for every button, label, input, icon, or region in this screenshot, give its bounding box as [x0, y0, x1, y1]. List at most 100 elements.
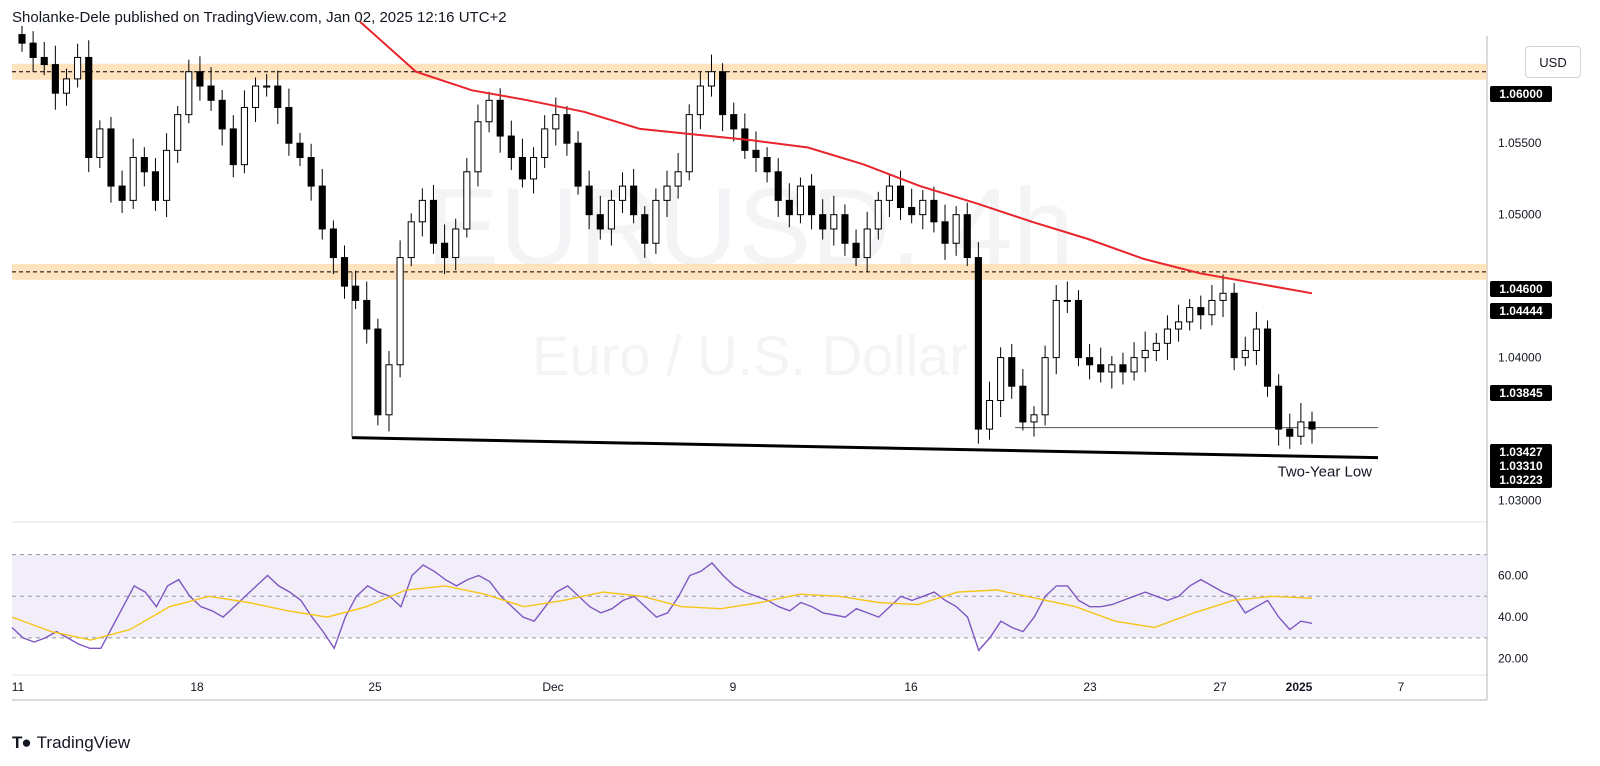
- candle[interactable]: [196, 71, 204, 87]
- candle[interactable]: [541, 128, 549, 158]
- candle[interactable]: [418, 199, 426, 223]
- candle[interactable]: [985, 400, 994, 430]
- candle[interactable]: [285, 106, 293, 144]
- candle[interactable]: [819, 214, 827, 230]
- candle[interactable]: [885, 185, 893, 201]
- candle[interactable]: [1252, 328, 1260, 351]
- candle[interactable]: [96, 128, 104, 158]
- price-tag[interactable]: [1490, 472, 1552, 488]
- candle[interactable]: [1219, 292, 1227, 301]
- price-tag[interactable]: [1490, 444, 1552, 460]
- candle[interactable]: [685, 114, 693, 173]
- candle[interactable]: [1275, 385, 1283, 430]
- candle[interactable]: [607, 199, 615, 230]
- candle[interactable]: [107, 128, 115, 187]
- candle[interactable]: [663, 185, 671, 201]
- candle[interactable]: [518, 157, 526, 180]
- candle[interactable]: [340, 257, 349, 287]
- candle[interactable]: [163, 149, 171, 201]
- candle[interactable]: [774, 171, 782, 201]
- candle[interactable]: [785, 199, 793, 216]
- candle[interactable]: [1119, 364, 1127, 373]
- candle[interactable]: [485, 99, 493, 123]
- candle[interactable]: [1130, 357, 1138, 373]
- candle[interactable]: [1197, 307, 1205, 316]
- candle[interactable]: [1286, 428, 1294, 437]
- candle[interactable]: [1019, 385, 1027, 423]
- candle[interactable]: [974, 257, 982, 430]
- price-tag[interactable]: [1490, 303, 1552, 319]
- candle[interactable]: [496, 99, 504, 137]
- price-tag[interactable]: [1490, 86, 1552, 102]
- candle[interactable]: [574, 142, 582, 187]
- candle[interactable]: [707, 71, 716, 87]
- candle[interactable]: [1297, 421, 1305, 437]
- candle[interactable]: [641, 214, 649, 244]
- candle[interactable]: [407, 221, 415, 259]
- candle[interactable]: [51, 64, 59, 94]
- candle[interactable]: [1030, 414, 1038, 423]
- candle[interactable]: [796, 185, 805, 216]
- candle[interactable]: [1163, 328, 1171, 344]
- candle[interactable]: [1186, 307, 1194, 323]
- candle[interactable]: [552, 114, 560, 130]
- candle[interactable]: [174, 114, 182, 151]
- candle[interactable]: [40, 56, 48, 66]
- candle[interactable]: [841, 214, 849, 244]
- rsi-ma-line[interactable]: [11, 585, 1313, 641]
- candle[interactable]: [151, 171, 160, 201]
- candle[interactable]: [1208, 299, 1216, 316]
- candle[interactable]: [441, 242, 449, 259]
- candle[interactable]: [229, 128, 237, 166]
- candle[interactable]: [396, 257, 404, 366]
- candle[interactable]: [374, 328, 382, 416]
- tradingview-logo[interactable]: T● TradingView: [12, 733, 130, 753]
- candle[interactable]: [1241, 349, 1249, 359]
- candle[interactable]: [185, 71, 193, 116]
- price-tag[interactable]: [1490, 458, 1552, 474]
- candle[interactable]: [474, 121, 482, 173]
- candle[interactable]: [1052, 299, 1060, 359]
- candle[interactable]: [730, 114, 738, 130]
- candle[interactable]: [1152, 342, 1160, 351]
- candle[interactable]: [1041, 357, 1049, 416]
- candle[interactable]: [863, 228, 871, 259]
- candle[interactable]: [85, 56, 93, 158]
- candle[interactable]: [129, 157, 137, 201]
- candle[interactable]: [296, 142, 304, 159]
- candle[interactable]: [952, 214, 960, 244]
- candle[interactable]: [452, 228, 460, 259]
- candle[interactable]: [1097, 364, 1105, 373]
- candle[interactable]: [1108, 364, 1116, 373]
- price-tag[interactable]: [1490, 281, 1552, 297]
- price-tag[interactable]: [1490, 385, 1552, 401]
- candle[interactable]: [74, 56, 82, 80]
- candle[interactable]: [563, 114, 571, 144]
- candle[interactable]: [18, 34, 26, 44]
- candle[interactable]: [630, 185, 638, 216]
- currency-button[interactable]: USD: [1525, 46, 1581, 78]
- candle[interactable]: [352, 285, 360, 301]
- candle[interactable]: [463, 171, 471, 230]
- candle[interactable]: [62, 78, 71, 94]
- candle[interactable]: [263, 85, 271, 88]
- candle[interactable]: [941, 221, 949, 244]
- candle[interactable]: [1008, 357, 1016, 387]
- candle[interactable]: [385, 364, 393, 416]
- candle[interactable]: [240, 106, 248, 166]
- candle[interactable]: [874, 199, 882, 230]
- candle[interactable]: [908, 207, 916, 216]
- candle[interactable]: [251, 85, 260, 108]
- candle[interactable]: [507, 135, 515, 158]
- candle[interactable]: [140, 157, 148, 173]
- candle[interactable]: [318, 185, 326, 230]
- candle[interactable]: [1074, 299, 1083, 359]
- candle[interactable]: [808, 185, 816, 216]
- candle[interactable]: [596, 214, 604, 230]
- candle[interactable]: [274, 85, 282, 108]
- candle[interactable]: [118, 185, 126, 201]
- candle[interactable]: [852, 242, 860, 259]
- candle[interactable]: [763, 157, 771, 173]
- candle[interactable]: [363, 299, 371, 330]
- candle[interactable]: [1141, 349, 1149, 359]
